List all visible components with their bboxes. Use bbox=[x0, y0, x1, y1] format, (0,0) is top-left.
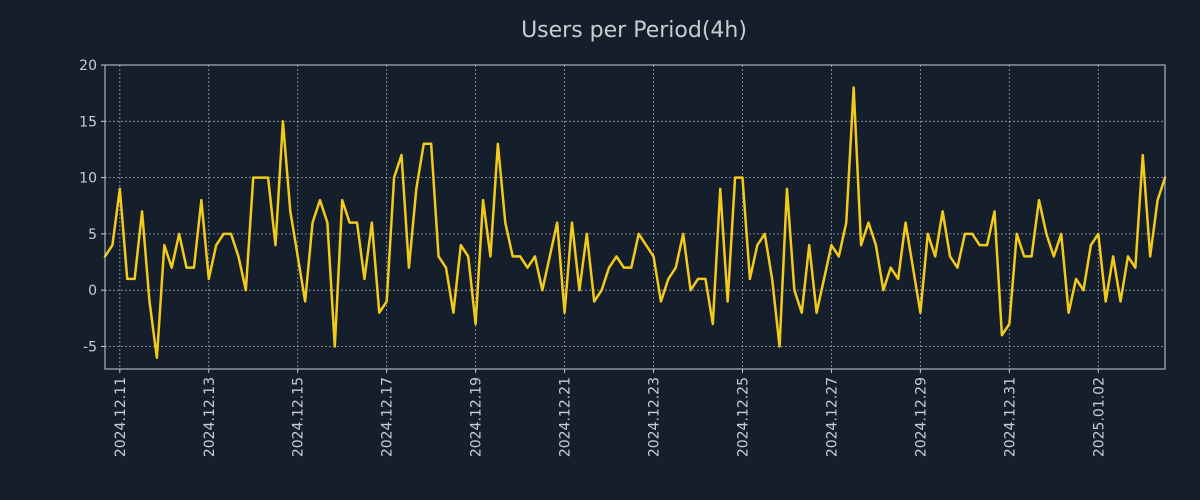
grid bbox=[105, 64, 1165, 369]
y-tick-label: -5 bbox=[83, 339, 97, 355]
x-tick-label: 2024.12.15 bbox=[291, 377, 307, 457]
x-tick-label: 2024.12.27 bbox=[824, 377, 840, 457]
y-axis: -5 0 5 10 15 20 bbox=[79, 58, 105, 355]
x-tick-label: 2024.12.11 bbox=[113, 377, 129, 457]
x-tick-label: 2025.01.02 bbox=[1091, 377, 1107, 457]
y-tick-label: 10 bbox=[79, 171, 97, 187]
y-tick-label: 5 bbox=[88, 227, 97, 243]
x-tick-label: 2024.12.31 bbox=[1002, 377, 1018, 457]
x-tick-label: 2024.12.29 bbox=[913, 377, 929, 457]
plot-area-frame bbox=[104, 64, 1166, 370]
x-tick-label: 2024.12.17 bbox=[380, 377, 396, 457]
x-tick-label: 2024.12.25 bbox=[735, 377, 751, 457]
chart-title: Users per Period(4h) bbox=[521, 18, 747, 43]
y-tick-label: 20 bbox=[79, 58, 97, 74]
series-layer bbox=[103, 86, 1167, 359]
x-tick-label: 2024.12.19 bbox=[469, 377, 485, 457]
y-tick-label: 15 bbox=[79, 114, 97, 130]
x-tick-label: 2024.12.23 bbox=[647, 377, 663, 457]
y-tick-label: 0 bbox=[88, 283, 97, 299]
x-tick-label: 2024.12.13 bbox=[202, 377, 218, 457]
x-axis: 2024.12.11 2024.12.13 2024.12.15 2024.12.17… bbox=[113, 369, 1107, 457]
x-tick-label: 2024.12.21 bbox=[558, 377, 574, 457]
series-line-users bbox=[103, 86, 1167, 359]
